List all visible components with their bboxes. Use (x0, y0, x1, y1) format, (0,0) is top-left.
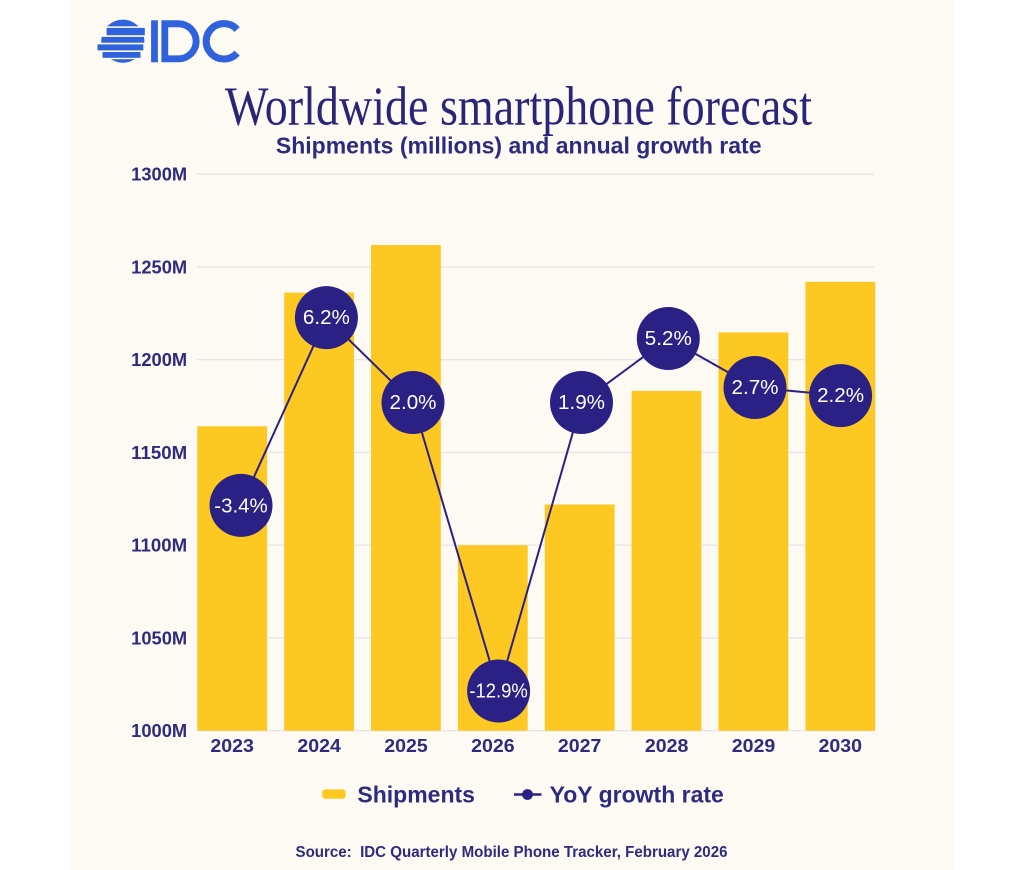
svg-text:1050M: 1050M (131, 628, 187, 648)
svg-text:Source: IDC Quarterly Mobile: Source: IDC Quarterly Mobile Phone Track… (296, 844, 728, 861)
svg-text:1000M: 1000M (131, 721, 187, 741)
svg-text:Shipments (millions) and annua: Shipments (millions) and annual growth r… (276, 133, 762, 159)
svg-text:2.0%: 2.0% (390, 392, 437, 414)
svg-text:-3.4%: -3.4% (214, 495, 268, 517)
svg-text:Shipments: Shipments (357, 781, 475, 807)
svg-text:2.7%: 2.7% (732, 377, 779, 399)
svg-text:2025: 2025 (384, 736, 428, 756)
svg-text:Worldwide smartphone forecast: Worldwide smartphone forecast (225, 75, 812, 136)
svg-text:2028: 2028 (645, 736, 689, 756)
svg-text:6.2%: 6.2% (303, 307, 350, 329)
svg-text:5.2%: 5.2% (645, 328, 692, 350)
svg-text:2024: 2024 (297, 736, 341, 756)
svg-text:2029: 2029 (732, 736, 776, 756)
svg-text:1250M: 1250M (131, 257, 187, 277)
svg-text:YoY growth rate: YoY growth rate (550, 781, 724, 807)
svg-text:2027: 2027 (558, 736, 602, 756)
svg-text:2026: 2026 (471, 736, 515, 756)
svg-text:1100M: 1100M (131, 536, 187, 556)
svg-text:-12.9%: -12.9% (469, 681, 528, 703)
svg-text:2023: 2023 (210, 736, 254, 756)
svg-text:1150M: 1150M (131, 443, 187, 463)
svg-text:1200M: 1200M (131, 350, 187, 370)
svg-text:2030: 2030 (819, 736, 863, 756)
svg-text:1.9%: 1.9% (558, 392, 605, 414)
svg-text:1300M: 1300M (131, 165, 187, 185)
svg-text:2.2%: 2.2% (817, 385, 864, 407)
